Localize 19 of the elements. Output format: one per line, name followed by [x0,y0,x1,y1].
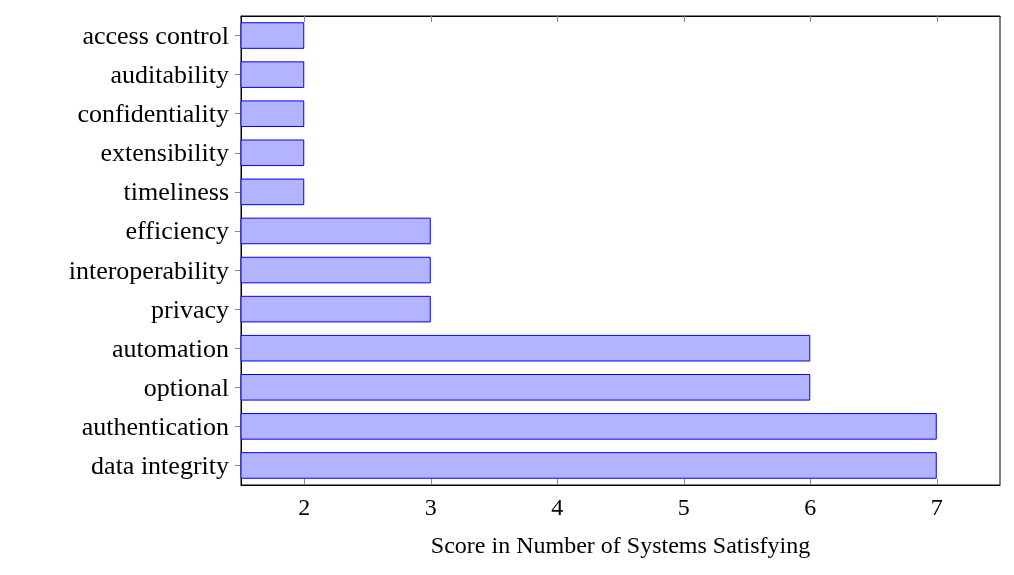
y-tick-label: extensibility [100,138,229,168]
y-tick-label: confidentiality [77,99,229,129]
y-tick-label: automation [112,333,229,363]
y-tick-label: timeliness [123,177,229,207]
x-tick-label: 6 [804,494,817,520]
y-tick-label: authentication [81,411,229,441]
x-tick-label: 7 [930,494,943,520]
y-tick-label: auditability [110,60,229,90]
x-tick-label: 5 [677,494,690,520]
y-tick-label: data integrity [91,450,229,480]
x-axis-title: Score in Number of Systems Satisfying [430,532,811,558]
y-tick-label: optional [143,372,229,402]
y-tick-label: interoperability [68,255,229,285]
y-tick-label: efficiency [125,216,229,246]
x-tick-label: 2 [298,494,311,520]
y-tick-label: privacy [151,294,229,324]
y-tick-label: access control [82,21,229,51]
x-tick-label: 3 [424,494,437,520]
x-tick-label: 4 [551,494,564,520]
